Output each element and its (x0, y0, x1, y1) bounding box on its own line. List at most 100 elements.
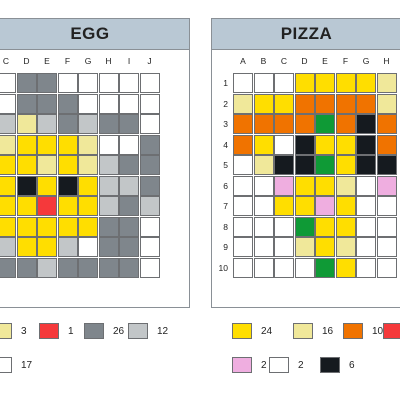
pizza-grid-cell[interactable] (274, 93, 294, 114)
egg-grid-cell[interactable] (0, 257, 16, 278)
pizza-grid-cell[interactable] (315, 196, 335, 216)
egg-grid-cell[interactable] (139, 93, 160, 114)
pizza-legend-swatch[interactable] (232, 323, 252, 339)
pizza-grid-cell[interactable] (253, 134, 274, 155)
pizza-legend-swatch[interactable] (383, 323, 400, 339)
pizza-grid-cell[interactable] (376, 134, 397, 155)
pizza-grid-cell[interactable] (335, 216, 356, 237)
pizza-grid-cell[interactable] (335, 114, 356, 134)
egg-grid-cell[interactable] (139, 114, 160, 134)
egg-grid-cell[interactable] (16, 257, 37, 278)
pizza-grid-cell[interactable] (253, 237, 274, 257)
pizza-grid-cell[interactable] (315, 93, 335, 114)
pizza-grid-cell[interactable] (294, 237, 315, 257)
egg-grid-cell[interactable] (119, 114, 139, 134)
pizza-grid-cell[interactable] (294, 93, 315, 114)
egg-grid-cell[interactable] (139, 134, 160, 155)
egg-grid-cell[interactable] (78, 196, 98, 216)
egg-grid-cell[interactable] (16, 216, 37, 237)
egg-grid-cell[interactable] (119, 155, 139, 175)
egg-grid-cell[interactable] (98, 216, 119, 237)
pizza-grid-cell[interactable] (233, 175, 253, 196)
egg-grid-cell[interactable] (119, 237, 139, 257)
egg-grid-cell[interactable] (0, 73, 16, 93)
egg-grid-cell[interactable] (37, 216, 57, 237)
pizza-grid-cell[interactable] (253, 73, 274, 93)
egg-grid-cell[interactable] (78, 257, 98, 278)
pizza-grid-cell[interactable] (274, 155, 294, 175)
pizza-grid-cell[interactable] (315, 175, 335, 196)
egg-grid-cell[interactable] (16, 114, 37, 134)
pizza-grid-cell[interactable] (233, 134, 253, 155)
egg-grid-cell[interactable] (57, 114, 78, 134)
egg-grid-cell[interactable] (0, 114, 16, 134)
pizza-grid-cell[interactable] (315, 73, 335, 93)
egg-grid-cell[interactable] (57, 175, 78, 196)
pizza-grid-cell[interactable] (233, 93, 253, 114)
pizza-grid-cell[interactable] (253, 114, 274, 134)
pizza-grid-cell[interactable] (253, 216, 274, 237)
pizza-grid-cell[interactable] (294, 114, 315, 134)
pizza-grid-cell[interactable] (356, 237, 376, 257)
pizza-grid-cell[interactable] (376, 175, 397, 196)
egg-grid-cell[interactable] (37, 237, 57, 257)
pizza-grid-cell[interactable] (376, 196, 397, 216)
pizza-legend-swatch[interactable] (232, 357, 252, 373)
pizza-grid-cell[interactable] (274, 257, 294, 278)
pizza-grid-cell[interactable] (356, 134, 376, 155)
pizza-grid-cell[interactable] (315, 155, 335, 175)
pizza-grid-cell[interactable] (294, 73, 315, 93)
pizza-grid-cell[interactable] (315, 114, 335, 134)
pizza-grid-cell[interactable] (356, 73, 376, 93)
egg-grid-cell[interactable] (98, 134, 119, 155)
egg-grid-cell[interactable] (37, 114, 57, 134)
egg-grid-cell[interactable] (0, 155, 16, 175)
egg-grid-cell[interactable] (139, 216, 160, 237)
egg-grid-cell[interactable] (57, 73, 78, 93)
egg-grid-cell[interactable] (98, 93, 119, 114)
pizza-grid-cell[interactable] (335, 155, 356, 175)
pizza-grid-cell[interactable] (294, 257, 315, 278)
pizza-legend-swatch[interactable] (320, 357, 340, 373)
pizza-grid-cell[interactable] (376, 237, 397, 257)
pizza-grid-cell[interactable] (274, 114, 294, 134)
egg-grid-cell[interactable] (0, 216, 16, 237)
pizza-grid-cell[interactable] (356, 155, 376, 175)
pizza-grid-cell[interactable] (356, 196, 376, 216)
egg-grid-cell[interactable] (16, 196, 37, 216)
egg-grid-cell[interactable] (119, 216, 139, 237)
egg-grid-cell[interactable] (119, 73, 139, 93)
pizza-grid-cell[interactable] (356, 257, 376, 278)
egg-grid-cell[interactable] (98, 196, 119, 216)
egg-grid-cell[interactable] (0, 175, 16, 196)
pizza-grid-cell[interactable] (253, 196, 274, 216)
egg-grid-cell[interactable] (78, 114, 98, 134)
egg-grid-cell[interactable] (98, 175, 119, 196)
egg-grid-cell[interactable] (78, 155, 98, 175)
egg-grid-cell[interactable] (37, 257, 57, 278)
egg-grid-cell[interactable] (98, 257, 119, 278)
egg-grid-cell[interactable] (0, 196, 16, 216)
egg-grid-cell[interactable] (78, 216, 98, 237)
egg-grid-cell[interactable] (16, 175, 37, 196)
egg-grid-cell[interactable] (57, 216, 78, 237)
pizza-grid-cell[interactable] (294, 155, 315, 175)
egg-grid-cell[interactable] (119, 257, 139, 278)
pizza-grid-cell[interactable] (294, 175, 315, 196)
egg-grid-cell[interactable] (98, 237, 119, 257)
egg-grid-cell[interactable] (78, 237, 98, 257)
pizza-grid-cell[interactable] (233, 155, 253, 175)
pizza-grid-cell[interactable] (274, 73, 294, 93)
pizza-grid-cell[interactable] (294, 216, 315, 237)
pizza-grid-cell[interactable] (253, 257, 274, 278)
egg-grid-cell[interactable] (0, 134, 16, 155)
pizza-grid-cell[interactable] (274, 134, 294, 155)
egg-grid-cell[interactable] (139, 73, 160, 93)
egg-grid-cell[interactable] (139, 237, 160, 257)
egg-grid-cell[interactable] (139, 175, 160, 196)
pizza-grid-cell[interactable] (274, 216, 294, 237)
pizza-grid-cell[interactable] (233, 196, 253, 216)
pizza-grid-cell[interactable] (356, 175, 376, 196)
pizza-grid-cell[interactable] (356, 93, 376, 114)
pizza-grid-cell[interactable] (233, 237, 253, 257)
